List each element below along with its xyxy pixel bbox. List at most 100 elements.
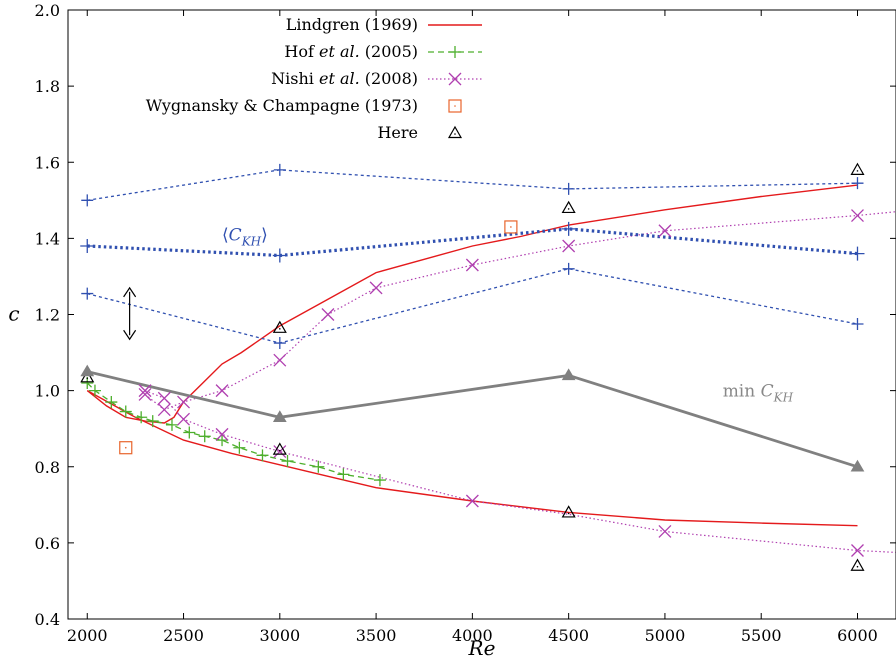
y-tick-label: 2.0 <box>35 1 60 20</box>
data-point <box>447 125 463 139</box>
y-tick-label: 0.8 <box>35 458 60 477</box>
mean-ckh-label: ⟨CKH⟩ <box>222 225 268 248</box>
data-point <box>198 430 211 443</box>
data-point <box>454 133 456 135</box>
data-point <box>504 220 518 234</box>
data-point <box>279 449 281 452</box>
y-axis-label: c <box>8 302 19 326</box>
data-point <box>138 387 152 401</box>
x-tick-label: 3500 <box>356 626 397 645</box>
legend: Lindgren (1969) Hof et al. (2005) Nishi et… <box>146 15 482 142</box>
series-line <box>87 227 858 258</box>
series-line <box>144 390 896 553</box>
data-point <box>850 459 865 472</box>
legend-label: Hof et al. (2005) <box>284 42 418 61</box>
data-point <box>88 384 101 397</box>
x-axis-label: Re <box>468 636 496 660</box>
data-point <box>562 182 575 195</box>
data-point <box>273 353 287 367</box>
data-point <box>165 418 178 431</box>
data-point <box>105 396 118 409</box>
data-point <box>256 449 269 462</box>
data-point <box>80 370 95 383</box>
data-point <box>856 565 859 568</box>
data-point <box>658 224 672 238</box>
data-point <box>86 377 89 380</box>
data-point <box>856 170 859 172</box>
series-line <box>86 370 858 469</box>
data-point <box>561 200 576 214</box>
data-point <box>146 415 159 428</box>
plot-lines <box>86 169 896 553</box>
data-point <box>850 162 865 175</box>
data-point <box>81 287 94 300</box>
x-tick-label: 4000 <box>452 626 493 645</box>
data-point <box>561 368 576 381</box>
x-tick-label: 6000 <box>837 626 878 645</box>
data-point <box>369 281 383 295</box>
plot-markers <box>80 162 865 571</box>
data-point <box>80 238 95 253</box>
data-point <box>183 426 196 439</box>
data-point <box>448 72 462 86</box>
data-point <box>216 434 229 447</box>
data-point <box>337 468 350 481</box>
data-point <box>273 337 286 350</box>
data-point <box>272 248 287 263</box>
series-line <box>87 268 858 344</box>
data-point <box>567 512 570 515</box>
legend-label: Lindgren (1969) <box>286 15 418 34</box>
data-point <box>373 474 386 487</box>
axes: 2000 2500 3000 3500 4000 4500 5000 5500 6000 0.4 0… <box>8 1 896 660</box>
data-point <box>135 411 148 424</box>
data-point <box>561 505 576 518</box>
series-line <box>86 389 858 527</box>
data-point <box>138 384 152 398</box>
x-tick-label: 5000 <box>645 626 686 645</box>
x-tick-label: 2000 <box>67 626 108 645</box>
data-point <box>851 177 864 190</box>
arrow-head-down <box>123 329 137 341</box>
y-tick-label: 1.4 <box>35 229 60 248</box>
data-point <box>562 239 576 253</box>
series-line <box>87 169 858 201</box>
legend-label: Nishi et al. (2008) <box>271 69 418 88</box>
data-point <box>465 494 479 508</box>
data-point <box>851 209 864 222</box>
data-point <box>215 427 229 441</box>
data-point <box>119 441 133 455</box>
data-point <box>850 558 865 571</box>
data-point <box>273 163 286 176</box>
data-point <box>272 320 287 333</box>
legend-label: Here <box>377 123 418 142</box>
data-point <box>177 395 190 409</box>
data-point <box>279 328 281 330</box>
series-line <box>86 382 381 481</box>
data-point <box>272 442 287 455</box>
data-point <box>81 194 94 207</box>
data-point <box>177 412 190 426</box>
data-point <box>157 391 171 405</box>
x-tick-label: 2500 <box>163 626 204 645</box>
data-point <box>312 460 325 473</box>
y-tick-label: 0.6 <box>35 534 60 553</box>
data-point <box>119 405 132 418</box>
data-point <box>321 308 335 321</box>
x-tick-label: 4500 <box>548 626 589 645</box>
data-point <box>80 364 95 377</box>
data-point <box>851 318 864 331</box>
x-tick-label: 3000 <box>259 626 300 645</box>
data-point <box>562 262 575 275</box>
data-point <box>449 46 461 58</box>
y-tick-label: 1.6 <box>35 153 60 172</box>
legend-label: Wygnansky & Champagne (1973) <box>146 96 418 115</box>
y-tick-label: 1.0 <box>35 382 60 401</box>
y-tick-label: 0.4 <box>35 610 60 629</box>
data-point <box>658 524 672 538</box>
data-point <box>448 99 462 113</box>
data-point <box>454 105 456 107</box>
data-point <box>233 441 246 454</box>
data-point <box>281 455 294 468</box>
min-ckh-label: min CKH <box>723 381 794 404</box>
